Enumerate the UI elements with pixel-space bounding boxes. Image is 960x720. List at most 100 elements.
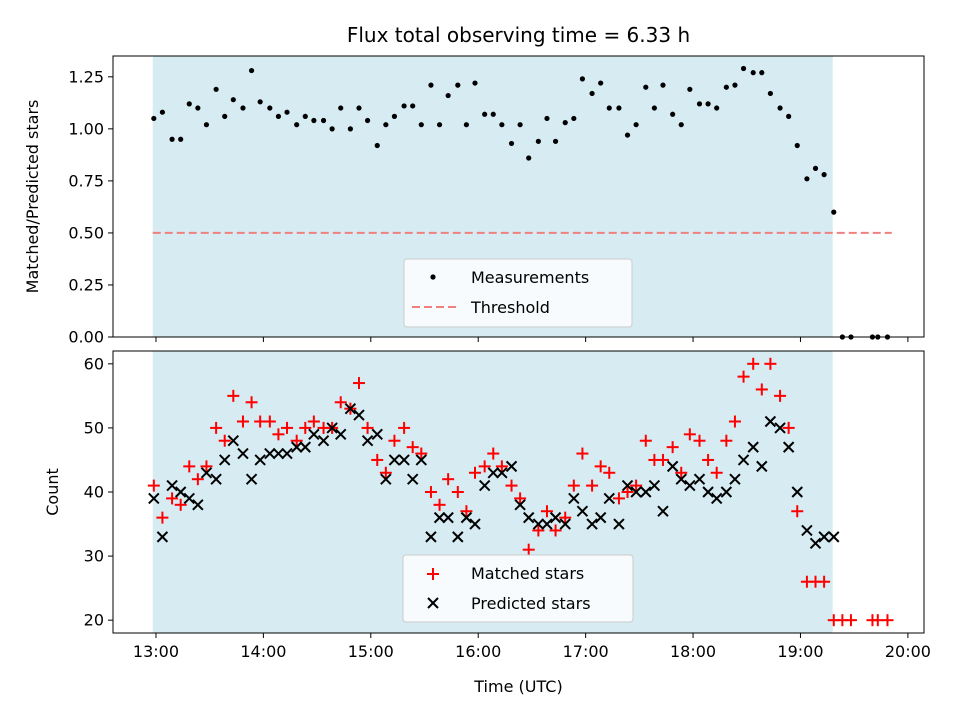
- ratio-y-tick-label: 0.00: [68, 328, 104, 347]
- measurement-point: [651, 105, 657, 111]
- measurement-point: [616, 105, 622, 111]
- predicted-star-point: [782, 441, 795, 453]
- matched-star-point: [774, 389, 787, 402]
- measurement-point: [257, 99, 263, 105]
- matched-star-point: [433, 498, 446, 511]
- measurement-point: [544, 115, 550, 122]
- predicted-star-point: [272, 447, 285, 460]
- predicted-star-point: [156, 531, 169, 543]
- measurement-point: [552, 138, 559, 144]
- time-x-tick-label: 20:00: [885, 642, 931, 661]
- count-y-tick-label: 30: [84, 547, 104, 566]
- measurement-point: [579, 76, 586, 82]
- measurement-point: [794, 142, 800, 149]
- measurement-point: [151, 115, 157, 122]
- matched-star-point: [183, 460, 196, 473]
- matched-star-point: [818, 575, 831, 588]
- predicted-star-point: [505, 460, 518, 473]
- measurement-point: [445, 92, 451, 99]
- matched-star-point: [586, 479, 599, 492]
- predicted-star-point: [388, 454, 401, 466]
- matched-star-point: [307, 415, 320, 428]
- measurement-point: [526, 155, 532, 161]
- predicted-star-point: [809, 537, 822, 549]
- predicted-star-point: [469, 518, 481, 530]
- matched-star-point: [728, 415, 741, 428]
- matched-star-point: [272, 428, 285, 441]
- predicted-star-point: [433, 511, 446, 524]
- matched-star-point: [398, 421, 411, 434]
- measurement-point: [311, 117, 317, 124]
- predicted-star-point: [183, 492, 195, 505]
- legend-matched-label: Matched stars: [471, 564, 584, 583]
- matched-star-point: [639, 434, 652, 447]
- predicted-star-point: [702, 486, 714, 498]
- measurement-point: [230, 97, 236, 103]
- measurement-point: [302, 113, 308, 119]
- measurement-point: [821, 172, 827, 178]
- predicted-star-point: [559, 518, 571, 530]
- matched-star-point: [218, 434, 231, 447]
- ratio-legend-box: [403, 258, 633, 328]
- ratio-y-tick-label: 0.25: [68, 275, 104, 294]
- matched-star-point: [720, 434, 733, 447]
- measurement-point: [687, 86, 693, 92]
- matched-star-point: [281, 421, 294, 434]
- time-x-tick-label: 19:00: [777, 642, 823, 661]
- time-x-tick-label: 14:00: [240, 642, 286, 661]
- predicted-star-point: [774, 422, 786, 434]
- time-x-tick-label: 15:00: [348, 642, 394, 661]
- matched-star-point: [559, 511, 572, 524]
- matched-star-point: [666, 441, 679, 454]
- predicted-star-point: [487, 467, 499, 479]
- measurement-point: [275, 113, 282, 119]
- time-x-axis-label: Time (UTC): [473, 677, 562, 696]
- measurement-point: [169, 136, 175, 142]
- measurement-point: [705, 101, 711, 107]
- measurement-point: [643, 84, 649, 90]
- measurement-point: [410, 103, 416, 109]
- count-y-tick-label: 20: [84, 611, 104, 630]
- measurement-point: [571, 115, 577, 122]
- matched-star-point: [683, 428, 696, 441]
- measurement-point: [294, 122, 300, 128]
- predicted-star-point: [666, 460, 679, 473]
- measurement-point: [329, 126, 335, 132]
- matched-star-point: [675, 466, 688, 479]
- predicted-star-point: [335, 428, 347, 441]
- predicted-star-point: [541, 518, 553, 530]
- ratio-y-tick-label: 0.50: [68, 223, 104, 242]
- predicted-star-point: [710, 492, 723, 505]
- measurement-point: [401, 103, 407, 109]
- matched-star-point: [487, 447, 500, 460]
- matched-star-point: [844, 614, 857, 627]
- legend-matched-marker: [427, 568, 439, 580]
- predicted-star-point: [326, 422, 338, 434]
- predicted-star-point: [344, 402, 357, 415]
- predicted-star-point: [290, 441, 303, 453]
- measurement-point: [284, 109, 290, 115]
- measurement-point: [463, 122, 470, 128]
- measurement-point: [517, 122, 523, 128]
- measurement-point: [812, 165, 819, 171]
- predicted-star-point: [371, 428, 383, 441]
- matched-star-point: [245, 396, 258, 409]
- matched-star-point: [693, 434, 706, 447]
- count-legend-box: [402, 554, 634, 623]
- chart-title: Flux total observing time = 6.33 h: [347, 23, 690, 47]
- measurement-point: [767, 90, 773, 97]
- predicted-star-point: [166, 479, 178, 492]
- measurement-point: [499, 122, 505, 128]
- measurement-point: [436, 122, 443, 128]
- legend-predicted-marker: [427, 597, 439, 609]
- matched-star-point: [603, 466, 616, 479]
- predicted-star-point: [264, 447, 276, 460]
- matched-star-point: [656, 453, 669, 466]
- measurement-point: [633, 122, 639, 128]
- measurement-point: [356, 105, 362, 111]
- measurement-point: [786, 113, 792, 119]
- ratio-legend: Measurements Threshold: [403, 258, 633, 328]
- matched-star-point: [702, 453, 715, 466]
- measurement-point: [213, 86, 219, 92]
- measurement-point: [347, 126, 353, 132]
